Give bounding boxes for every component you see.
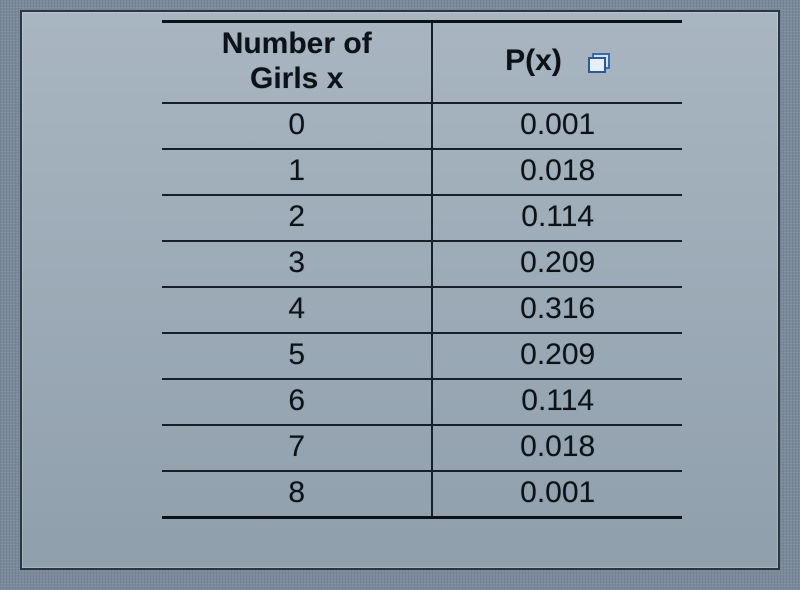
content-frame: Number ofGirls x P(x) 0 0.001 1 0.018 2 …: [20, 10, 780, 570]
cell-x: 0: [162, 103, 432, 149]
table-row: 8 0.001: [162, 471, 682, 518]
table-row: 1 0.018: [162, 149, 682, 195]
column-header-x: Number ofGirls x: [162, 22, 432, 104]
cell-px: 0.209: [432, 241, 682, 287]
cell-px: 0.209: [432, 333, 682, 379]
cell-x: 7: [162, 425, 432, 471]
cell-px: 0.316: [432, 287, 682, 333]
table-row: 2 0.114: [162, 195, 682, 241]
cell-x: 4: [162, 287, 432, 333]
cell-px: 0.114: [432, 195, 682, 241]
cell-px: 0.001: [432, 471, 682, 518]
table-row: 3 0.209: [162, 241, 682, 287]
cell-x: 5: [162, 333, 432, 379]
popout-icon[interactable]: [588, 53, 610, 71]
cell-px: 0.114: [432, 379, 682, 425]
cell-x: 1: [162, 149, 432, 195]
cell-px: 0.018: [432, 149, 682, 195]
probability-table: Number ofGirls x P(x) 0 0.001 1 0.018 2 …: [162, 20, 682, 519]
column-header-px-label: P(x): [505, 44, 562, 77]
table-row: 0 0.001: [162, 103, 682, 149]
column-header-x-line1: Number ofGirls x: [222, 27, 372, 95]
cell-x: 2: [162, 195, 432, 241]
cell-px: 0.001: [432, 103, 682, 149]
column-header-px: P(x): [432, 22, 682, 104]
table-row: 5 0.209: [162, 333, 682, 379]
cell-x: 3: [162, 241, 432, 287]
cell-x: 6: [162, 379, 432, 425]
table-row: 7 0.018: [162, 425, 682, 471]
cell-x: 8: [162, 471, 432, 518]
cell-px: 0.018: [432, 425, 682, 471]
table-row: 4 0.316: [162, 287, 682, 333]
table-row: 6 0.114: [162, 379, 682, 425]
